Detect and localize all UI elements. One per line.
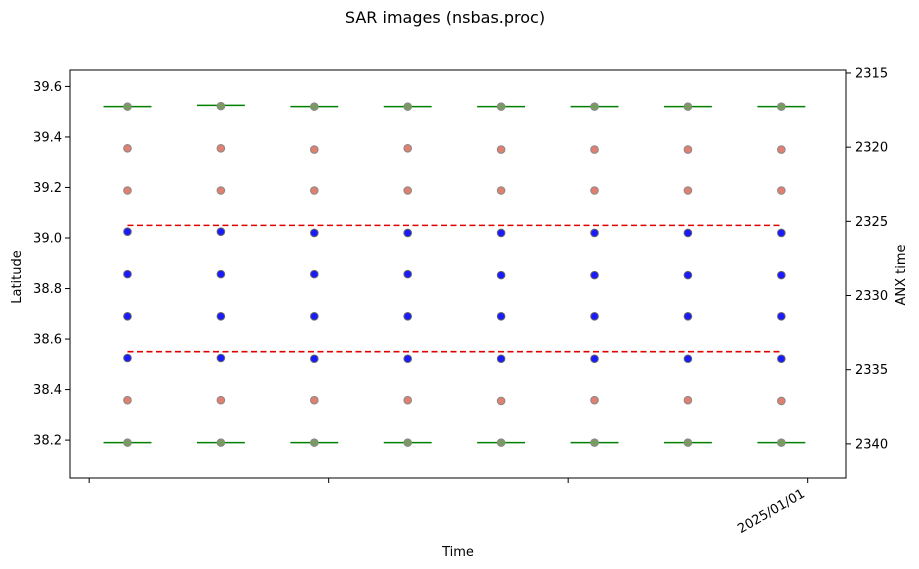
data-point <box>403 312 413 321</box>
data-point <box>309 228 319 238</box>
y2-tick-label: 2315 <box>855 66 888 81</box>
data-point <box>216 101 226 111</box>
y-tick-label: 39.2 <box>33 181 62 196</box>
data-point <box>309 354 319 364</box>
data-point <box>590 102 599 111</box>
data-point <box>590 395 599 405</box>
data-point <box>216 269 226 279</box>
data-point <box>496 102 506 111</box>
x-axis-label: Time <box>441 545 474 560</box>
data-point <box>403 186 413 195</box>
data-point <box>683 186 693 195</box>
plot-frame <box>69 69 847 479</box>
data-point <box>683 102 693 111</box>
data-point <box>123 227 132 236</box>
data-point <box>777 354 786 364</box>
data-point <box>777 102 786 111</box>
data-point <box>309 186 319 195</box>
y2-tick-label: 2330 <box>855 289 888 304</box>
data-point <box>123 353 132 363</box>
data-point <box>403 395 413 405</box>
data-point <box>216 438 226 447</box>
data-point <box>496 312 506 321</box>
y-tick-label: 38.4 <box>33 383 62 398</box>
plot-area: 38.2 38.4 38.6 38.8 39.0 39.2 39.4 39.6 2315 2320… <box>33 66 888 536</box>
data-point <box>309 145 319 154</box>
data-point <box>590 270 599 280</box>
data-point <box>403 269 413 279</box>
data-point <box>683 395 693 405</box>
data-point <box>496 145 506 154</box>
data-point <box>216 353 226 363</box>
data-point <box>496 270 506 280</box>
data-point <box>683 145 693 154</box>
y2-tick-label: 2325 <box>855 215 888 230</box>
data-point <box>309 269 319 279</box>
y-tick-label: 39.0 <box>33 232 62 247</box>
data-point <box>683 354 693 364</box>
data-point <box>123 144 132 153</box>
data-point <box>216 227 226 236</box>
data-point <box>123 102 132 111</box>
data-point <box>496 228 506 238</box>
data-point <box>777 270 786 280</box>
data-point <box>777 186 786 195</box>
data-point <box>309 312 319 321</box>
y-tick-label: 39.6 <box>33 80 62 95</box>
data-point <box>309 395 319 405</box>
data-point <box>777 396 786 406</box>
data-point <box>216 144 226 153</box>
data-point <box>683 438 693 447</box>
data-point <box>496 438 506 447</box>
data-point <box>683 270 693 280</box>
y-tick-label: 38.8 <box>33 282 62 297</box>
data-point <box>590 438 599 447</box>
data-point <box>496 396 506 406</box>
data-point <box>590 312 599 321</box>
data-point <box>123 269 132 279</box>
chart-title: SAR images (nsbas.proc) <box>345 8 545 27</box>
y-tick-label: 38.2 <box>33 434 62 449</box>
y2-tick-label: 2335 <box>855 363 888 378</box>
y-tick-label: 39.4 <box>33 130 62 145</box>
data-point <box>777 145 786 154</box>
data-point <box>590 145 599 154</box>
data-point <box>590 228 599 238</box>
data-point <box>496 354 506 364</box>
y2-tick-label: 2340 <box>855 437 888 452</box>
data-point <box>123 312 132 321</box>
data-point <box>123 438 132 447</box>
data-point <box>590 354 599 364</box>
y-tick-label: 38.6 <box>33 333 62 348</box>
data-point <box>403 102 413 111</box>
data-point <box>777 312 786 321</box>
data-point <box>123 395 132 405</box>
data-point <box>496 186 506 195</box>
data-point <box>590 186 599 195</box>
data-point <box>309 438 319 447</box>
data-point <box>216 186 226 195</box>
data-point <box>403 354 413 364</box>
data-point <box>216 312 226 321</box>
y2-axis-label: ANX time <box>894 244 909 305</box>
y-axis-label: Latitude <box>10 250 25 304</box>
data-point <box>403 144 413 153</box>
data-point <box>777 438 786 447</box>
data-point <box>777 228 786 238</box>
data-point <box>403 438 413 447</box>
data-point <box>123 186 132 195</box>
data-point <box>403 228 413 238</box>
data-point <box>216 395 226 405</box>
data-point <box>683 312 693 321</box>
y2-tick-label: 2320 <box>855 141 888 156</box>
data-point <box>683 228 693 238</box>
data-point <box>309 102 319 111</box>
x-tick-label: 2025/01/01 <box>735 486 807 536</box>
